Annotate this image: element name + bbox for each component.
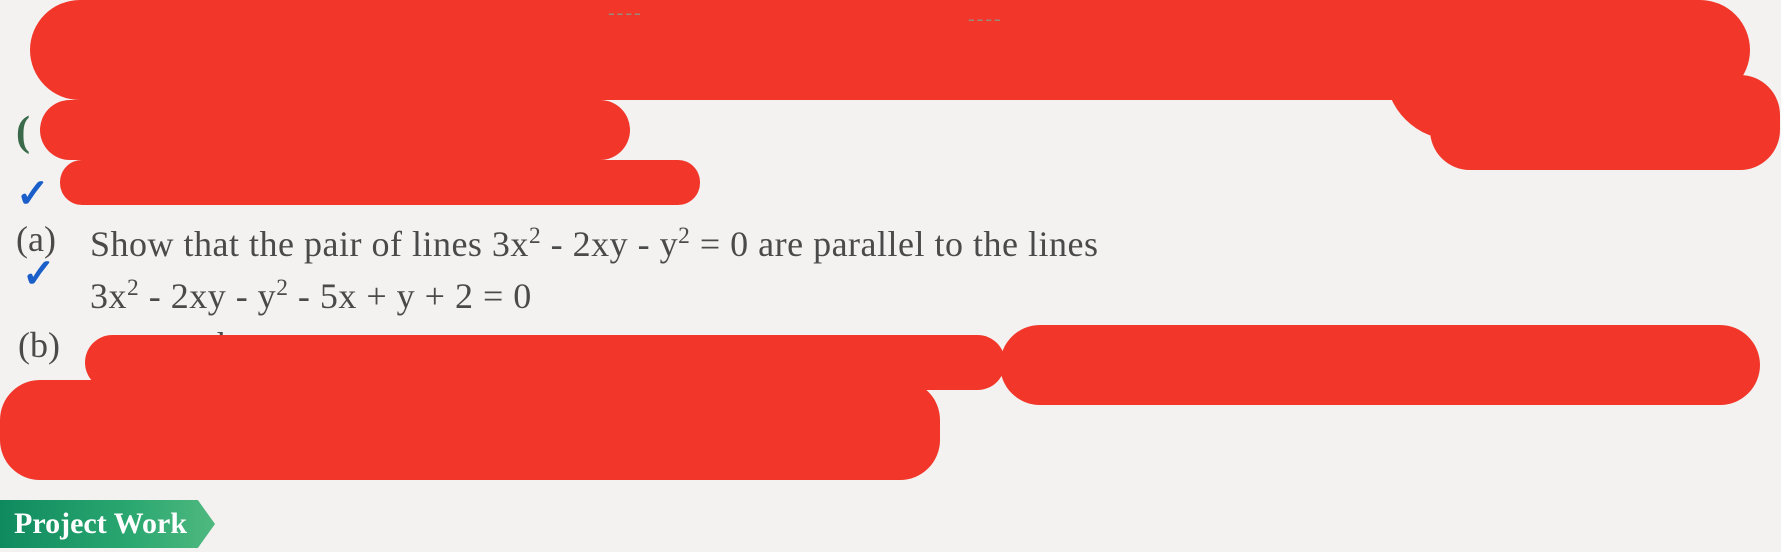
sup-2: 2 [678,223,690,249]
project-work-banner: Project Work [0,500,215,548]
redaction-lower-block [0,380,940,480]
redaction-mid-2 [60,160,700,205]
label-a: (a) [16,218,56,260]
redaction-top-right-blob2 [1385,0,1545,140]
label-b: (b) [18,324,60,366]
sup-3: 2 [127,275,139,301]
q-line2-suffix: - 5x + y + 2 = 0 [288,276,531,316]
q-line1-suffix: = 0 are parallel to the lines [690,224,1098,264]
checkmark-top: ✓ [16,170,50,217]
q-line2-prefix: 3x [90,276,127,316]
q-line1-mid: - 2xy - y [541,224,678,264]
stray-mark-1: ---- [608,2,643,25]
sup-1: 2 [529,223,541,249]
bracket-fragment: ( [16,108,30,156]
page: ---- ---- ( ✓ ✓ (a) Show that the pair o… [0,0,1781,552]
project-work-label: Project Work [14,507,187,541]
q-line2-mid: - 2xy - y [139,276,276,316]
q-line1-prefix: Show that the pair of lines 3x [90,224,529,264]
stray-mark-2: ---- [968,8,1003,31]
question-a: Show that the pair of lines 3x2 - 2xy - … [90,218,1750,322]
redaction-lower-right [1000,325,1760,405]
sup-4: 2 [276,275,288,301]
redaction-mid-1 [40,100,630,160]
